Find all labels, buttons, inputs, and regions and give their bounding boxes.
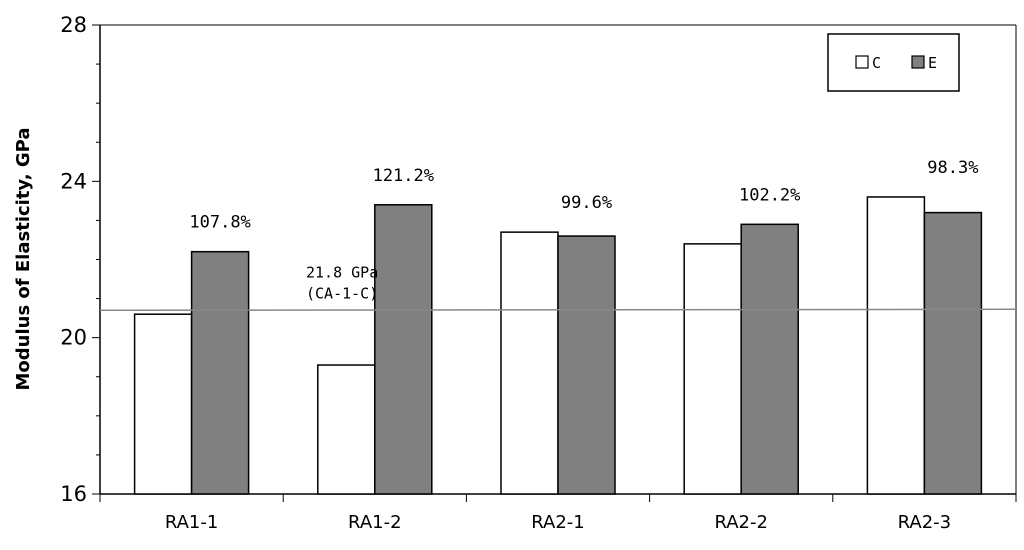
bar-e-ra1-1 [190,250,250,495]
bar-c-ra1-1 [133,313,193,495]
y-tick-label: 16 [60,482,87,506]
bar-c-ra2-2 [683,243,742,495]
percent-labels: 107.8% 121.2% 99.6% 102.2% 98.3% [189,158,978,233]
x-axis-labels: RA1-1 RA1-2 RA2-1 RA2-2 RA2-3 [165,512,951,533]
x-tick-label: RA2-3 [898,512,952,533]
y-tick-label: 28 [60,13,87,37]
bar-e-ra2-1 [557,235,616,495]
legend-swatch-e [911,55,925,69]
reference-line [99,308,1017,312]
percent-label: 98.3% [927,158,978,178]
reference-label-value: 21.8 GPa [306,263,378,281]
bar-c-ra2-1 [500,231,559,495]
bars [133,196,983,495]
legend-label-e: E [928,54,937,72]
percent-label: 99.6% [561,193,612,213]
bar-c-ra1-2 [317,364,376,495]
percent-label: 102.2% [739,185,800,205]
bar-e-ra2-3 [923,211,983,495]
x-tick-label: RA1-2 [348,512,402,533]
percent-label: 107.8% [189,213,250,233]
y-tick-label: 24 [60,169,87,193]
bar-e-ra2-2 [740,223,799,495]
legend-box [827,33,960,92]
y-axis-ticks [92,24,100,495]
reference-label-source: (CA-1-C) [306,284,378,302]
reference-line-group: 21.8 GPa (CA-1-C) [99,263,1017,312]
x-tick-label: RA2-2 [714,512,768,533]
x-tick-label: RA2-1 [531,512,585,533]
legend-swatch-c [855,55,869,69]
x-axis-ticks [99,494,1017,502]
y-tick-label: 20 [60,326,87,350]
bar-c-ra2-3 [866,196,926,495]
legend-label-c: C [872,54,881,72]
percent-label: 121.2% [373,166,434,186]
y-axis-tick-labels: 16 20 24 28 [60,13,87,506]
x-tick-label: RA1-1 [165,512,219,533]
bar-e-ra1-2 [374,204,433,495]
y-axis-label: Modulus of Elasticity, GPa [13,127,34,390]
